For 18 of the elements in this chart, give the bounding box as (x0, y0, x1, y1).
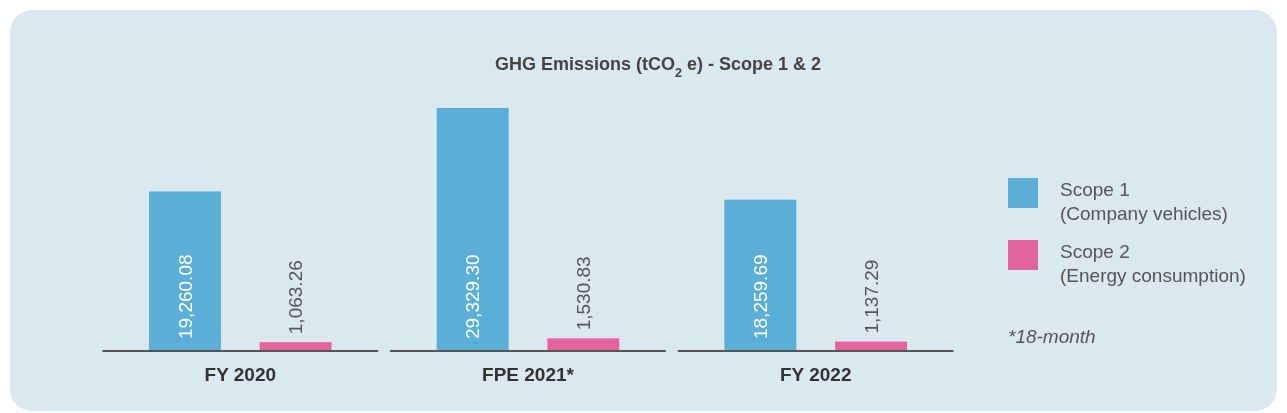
legend-label: Scope 1 (Company vehicles) (1060, 179, 1228, 224)
data-label: 29,329.30 (462, 254, 484, 339)
data-label: 18,259.69 (750, 254, 772, 339)
data-label: 1,530.83 (572, 256, 594, 331)
text: *18-month (1008, 326, 1096, 347)
bar (259, 342, 332, 351)
x-tick-label: FPE 2021* (482, 364, 575, 385)
bar (148, 191, 221, 351)
x-tick-label: FY 2020 (204, 364, 277, 385)
chart-title: GHG Emissions (tCO$_{2}$ e) - Scope 1 & 2 (494, 54, 822, 80)
data-label: 1,137.29 (860, 259, 882, 334)
data-label: 19,260.08 (174, 254, 196, 339)
data-label: 1,063.26 (285, 260, 307, 335)
x-tick-label: FY 2022 (779, 364, 852, 385)
bar (436, 108, 509, 351)
bar (547, 338, 620, 351)
legend-label: Scope 2 (Energy consumption) (1060, 241, 1246, 286)
bar (724, 199, 797, 351)
